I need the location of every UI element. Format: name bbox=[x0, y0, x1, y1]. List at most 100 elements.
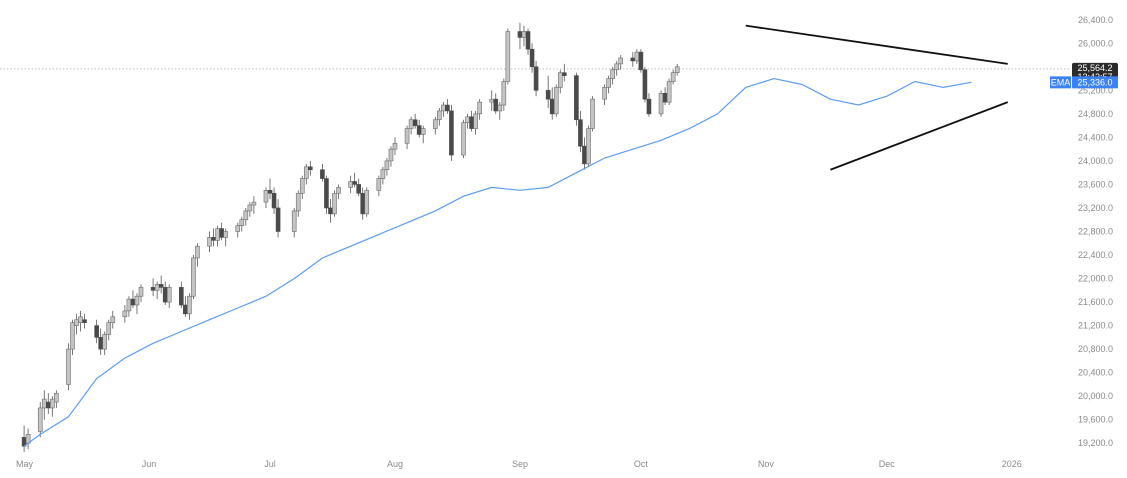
price-axis-tick-label: 24,800.0 bbox=[1078, 109, 1113, 119]
candle-body bbox=[50, 398, 55, 409]
candle-body bbox=[324, 178, 329, 209]
price-axis-tick-label: 26,400.0 bbox=[1078, 15, 1113, 25]
candle-body bbox=[106, 322, 112, 335]
candle-body bbox=[525, 31, 531, 50]
price-tags: 25,564.213:42:57EMA25,336.0 bbox=[1050, 62, 1118, 89]
candle-body bbox=[195, 245, 200, 259]
candle-body bbox=[590, 98, 595, 129]
candle-body bbox=[618, 57, 624, 65]
price-axis-tick-label: 25,200.0 bbox=[1078, 85, 1113, 95]
candle-body bbox=[138, 287, 144, 297]
candle-body bbox=[557, 72, 563, 88]
candle-body bbox=[586, 128, 591, 165]
candle-body bbox=[215, 228, 220, 241]
candle-body bbox=[545, 90, 551, 100]
candle-body bbox=[247, 204, 253, 212]
candle-body bbox=[295, 192, 301, 212]
candle-body bbox=[291, 210, 297, 232]
candle-body bbox=[37, 407, 43, 432]
candle-body bbox=[328, 207, 333, 215]
price-axis-tick-label: 21,600.0 bbox=[1078, 297, 1113, 307]
candle-body bbox=[533, 66, 539, 91]
candle-body bbox=[251, 201, 257, 206]
upper-trendline bbox=[745, 24, 1008, 65]
candle-body bbox=[94, 325, 99, 338]
candle-body bbox=[352, 181, 357, 185]
candle-body bbox=[187, 295, 192, 315]
candle-body bbox=[134, 295, 140, 306]
candle-body bbox=[658, 92, 664, 115]
price-axis-tick-label: 20,800.0 bbox=[1078, 344, 1113, 354]
candle-body bbox=[408, 119, 414, 129]
candle-body bbox=[606, 78, 611, 88]
price-axis-tick-label: 22,400.0 bbox=[1078, 250, 1113, 260]
price-axis-tick-label: 23,600.0 bbox=[1078, 179, 1113, 189]
candle-body bbox=[553, 87, 559, 115]
candle-body bbox=[630, 57, 636, 62]
candle-body bbox=[477, 101, 482, 115]
candle-body bbox=[549, 98, 555, 115]
candle-body bbox=[275, 207, 281, 232]
candle-body bbox=[267, 190, 273, 194]
candle-body bbox=[574, 75, 579, 121]
candle-body bbox=[235, 225, 241, 232]
time-axis-tick-label: 2026 bbox=[1002, 459, 1022, 469]
candle-body bbox=[191, 257, 196, 297]
price-axis-tick-label: 23,200.0 bbox=[1078, 203, 1113, 213]
candle-body bbox=[666, 81, 672, 103]
candle-body bbox=[263, 190, 269, 203]
candle-body bbox=[505, 31, 511, 82]
candle-body bbox=[392, 142, 398, 150]
candle-body bbox=[41, 398, 47, 409]
candle-body bbox=[271, 192, 277, 209]
candle-body bbox=[662, 92, 668, 103]
candle-body bbox=[308, 166, 313, 171]
candle-body bbox=[223, 231, 228, 238]
price-axis-tick-label: 24,000.0 bbox=[1078, 156, 1113, 166]
candle-body bbox=[497, 104, 503, 112]
price-axis-tick-label: 20,400.0 bbox=[1078, 368, 1113, 378]
last-price-value: 25,564.2 bbox=[1077, 63, 1112, 73]
candle-body bbox=[126, 298, 132, 312]
candle-body bbox=[602, 87, 607, 100]
trendlines-layer bbox=[745, 24, 1009, 171]
candle-body bbox=[437, 110, 442, 121]
candle-body bbox=[360, 192, 366, 215]
candle-body bbox=[610, 69, 615, 79]
time-axis-tick-label: Sep bbox=[512, 459, 528, 469]
candle-body bbox=[642, 69, 648, 100]
candle-body bbox=[582, 145, 587, 165]
candle-body bbox=[646, 98, 652, 115]
candle-body bbox=[130, 298, 136, 306]
candle-body bbox=[332, 192, 337, 215]
candle-body bbox=[219, 228, 224, 238]
ema-value-text: 25,336.0 bbox=[1077, 77, 1112, 87]
candle-body bbox=[465, 116, 470, 123]
time-axis-tick-label: Aug bbox=[387, 459, 403, 469]
candle-body bbox=[388, 148, 394, 162]
ema-line bbox=[23, 77, 972, 447]
price-axis-tick-label: 22,000.0 bbox=[1078, 274, 1113, 284]
candle-body bbox=[207, 237, 212, 247]
candle-body bbox=[384, 160, 390, 171]
candle-body bbox=[336, 187, 341, 194]
candle-body bbox=[110, 316, 116, 323]
ema-label-tag bbox=[1050, 76, 1071, 89]
candle-body bbox=[529, 48, 535, 68]
candle-body bbox=[158, 284, 164, 288]
candle-body bbox=[364, 190, 370, 215]
candle-body bbox=[239, 219, 245, 226]
candle-body bbox=[461, 122, 466, 156]
price-axis-tick-label: 24,400.0 bbox=[1078, 132, 1113, 142]
time-axis-tick-label: Dec bbox=[879, 459, 896, 469]
candles-layer bbox=[21, 22, 680, 453]
time-axis: May Jun Jul Aug Sep Oct Nov Dec 2026 bbox=[16, 459, 1022, 469]
candle-body bbox=[74, 319, 79, 326]
price-axis-tick-label: 20,000.0 bbox=[1078, 391, 1113, 401]
time-axis-tick-label: May bbox=[16, 459, 34, 469]
candle-body bbox=[45, 401, 51, 409]
candle-body bbox=[449, 110, 454, 156]
candle-body bbox=[380, 169, 386, 179]
